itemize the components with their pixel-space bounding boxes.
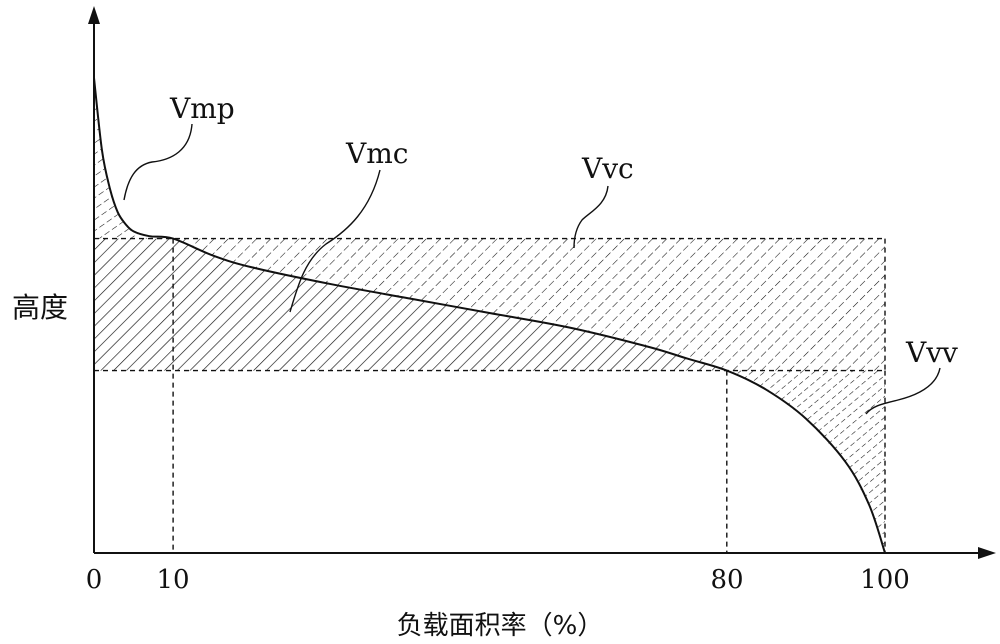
x-tick-label: 0	[86, 565, 103, 595]
vvv-label: Vvv	[905, 336, 958, 369]
x-tick-label: 100	[860, 565, 910, 595]
y-axis-label: 高度	[12, 291, 68, 324]
region-vvv	[727, 371, 885, 553]
region-vmp	[94, 78, 173, 239]
x-tick-label: 80	[710, 565, 743, 595]
vmp-leader-line	[124, 124, 192, 200]
x-tick-label: 10	[156, 565, 189, 595]
vvc-label: Vvc	[581, 152, 634, 185]
y-axis-arrow-icon	[88, 6, 100, 24]
vmc-label: Vmc	[345, 137, 408, 170]
vmp-label: Vmp	[169, 92, 235, 125]
x-axis-arrow-icon	[978, 547, 996, 559]
x-axis-label: 负载面积率（%）	[397, 611, 604, 641]
